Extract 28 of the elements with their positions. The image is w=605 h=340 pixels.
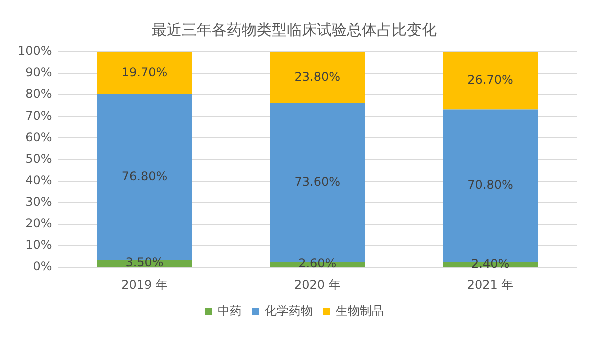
- y-tick-label: 40%: [26, 173, 52, 188]
- y-tick-label: 10%: [26, 238, 52, 252]
- bar: [97, 52, 192, 94]
- legend-label: 中药: [218, 304, 242, 318]
- y-tick-label: 100%: [18, 44, 52, 58]
- legend-label: 化学药物: [265, 304, 313, 318]
- y-tick-label: 20%: [26, 216, 52, 231]
- y-tick-label: 90%: [26, 66, 52, 80]
- data-label: 23.80%: [294, 70, 341, 84]
- legend-label: 生物制品: [336, 304, 384, 318]
- bar: [270, 52, 366, 104]
- x-tick-label: 2021 年: [467, 278, 514, 292]
- data-label: 70.80%: [468, 178, 514, 192]
- data-label: 19.70%: [122, 65, 168, 80]
- data-label: 73.60%: [294, 174, 341, 189]
- bar: [443, 52, 538, 110]
- data-label: 76.80%: [122, 169, 168, 184]
- data-label: 3.50%: [126, 256, 164, 270]
- chart-title: 最近三年各药物类型临床试验总体占比变化: [152, 20, 437, 39]
- x-tick-label: 2019 年: [122, 278, 168, 292]
- data-label: 26.70%: [468, 73, 514, 88]
- y-tick-label: 70%: [26, 108, 52, 123]
- x-tick-label: 2020 年: [294, 278, 341, 292]
- y-tick-label: 60%: [26, 130, 52, 144]
- y-tick-label: 80%: [26, 87, 52, 102]
- y-tick-label: 50%: [26, 152, 52, 166]
- y-tick-label: 0%: [33, 260, 52, 274]
- y-tick-label: 30%: [26, 195, 52, 210]
